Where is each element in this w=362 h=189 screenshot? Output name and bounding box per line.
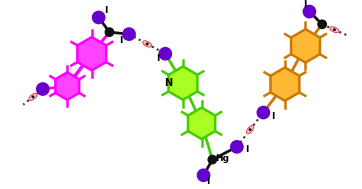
Circle shape: [122, 27, 136, 41]
Text: I: I: [272, 112, 275, 121]
Circle shape: [333, 28, 336, 31]
Polygon shape: [188, 108, 215, 139]
Text: I: I: [206, 177, 209, 186]
Text: Hg: Hg: [215, 154, 229, 163]
Circle shape: [257, 106, 270, 119]
Ellipse shape: [247, 125, 254, 134]
Circle shape: [159, 47, 172, 61]
Text: I: I: [119, 36, 123, 46]
Ellipse shape: [143, 41, 152, 47]
Text: I: I: [245, 145, 248, 154]
Text: I: I: [104, 6, 107, 15]
Circle shape: [303, 5, 316, 19]
Circle shape: [36, 82, 50, 96]
Text: I: I: [156, 54, 159, 63]
Polygon shape: [169, 67, 197, 100]
Circle shape: [197, 168, 210, 182]
Circle shape: [146, 43, 149, 45]
Circle shape: [207, 155, 217, 164]
Polygon shape: [77, 37, 106, 70]
Polygon shape: [291, 29, 320, 63]
Circle shape: [31, 95, 34, 98]
Polygon shape: [55, 72, 79, 100]
Text: I: I: [303, 0, 306, 9]
Ellipse shape: [29, 93, 37, 101]
Circle shape: [230, 140, 244, 154]
Ellipse shape: [330, 27, 339, 33]
Circle shape: [249, 128, 252, 131]
Text: N: N: [164, 78, 172, 88]
Circle shape: [92, 11, 105, 24]
Polygon shape: [270, 67, 299, 101]
Circle shape: [105, 27, 114, 37]
Circle shape: [317, 19, 327, 29]
